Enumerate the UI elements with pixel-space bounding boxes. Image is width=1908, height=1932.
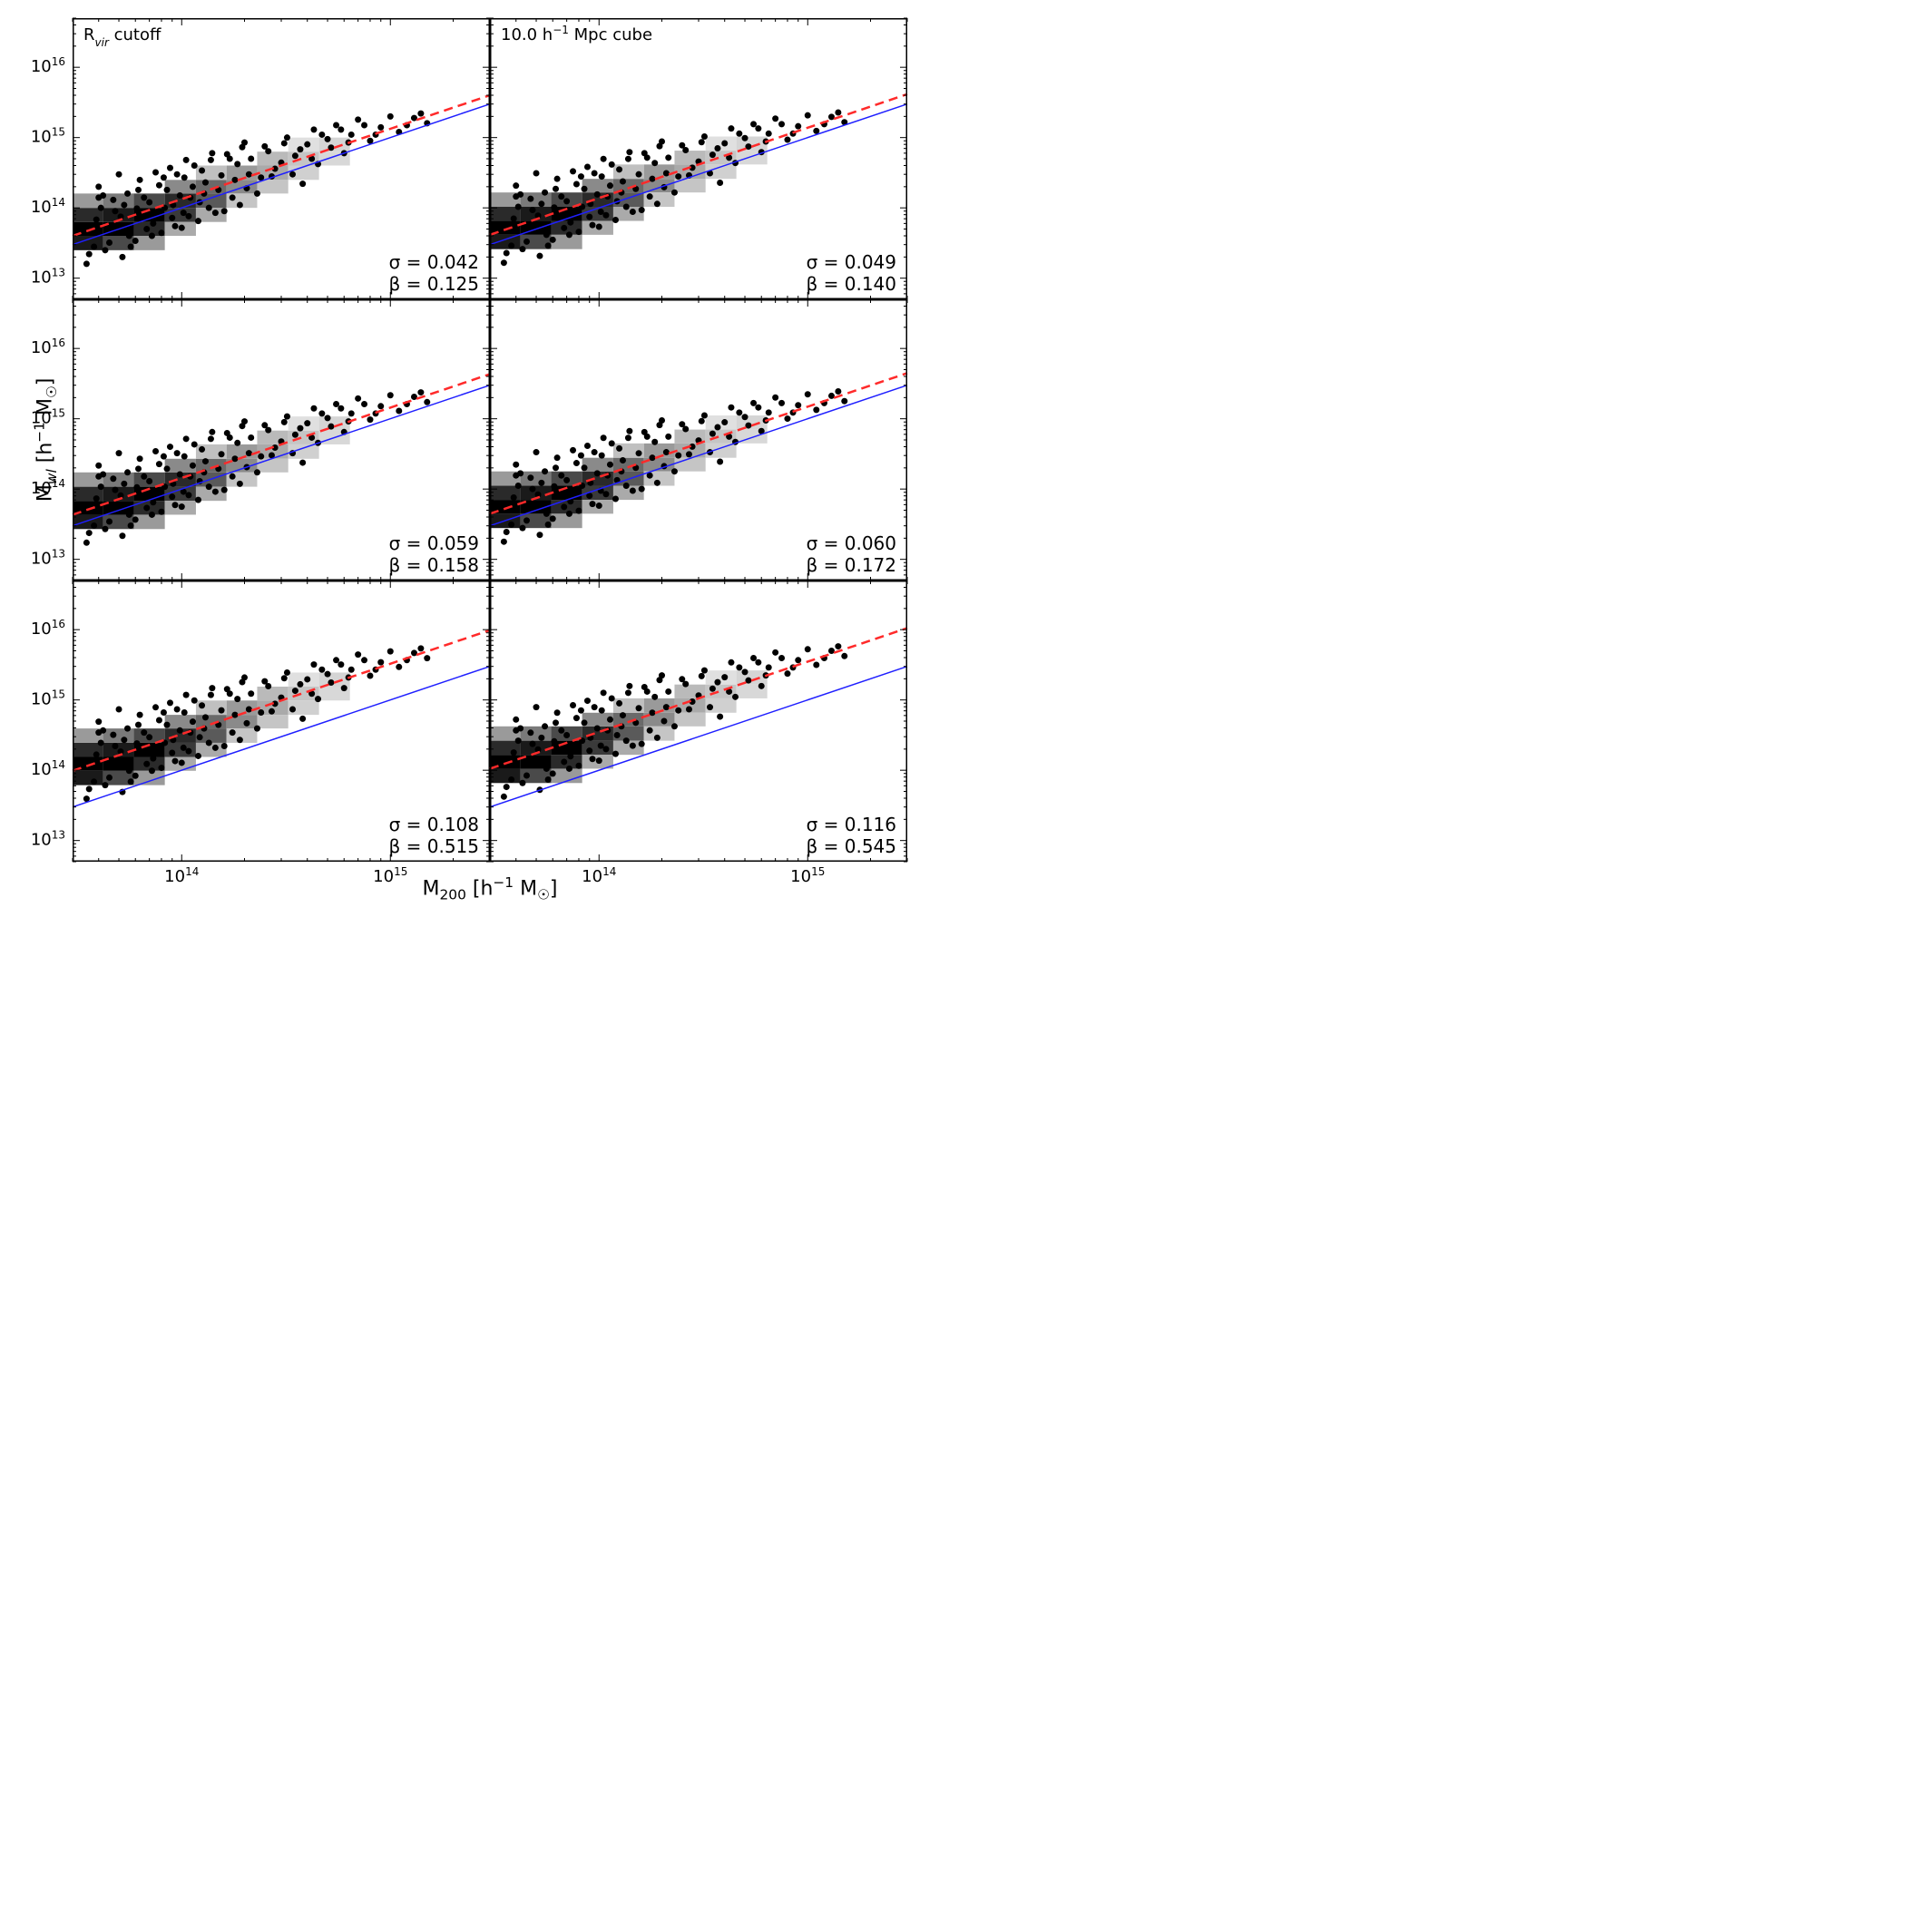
panel-0-0: 1013101410151016Rvir cutoffσ = 0.042β = … bbox=[73, 18, 490, 299]
panel-2-1-svg: 10141015σ = 0.116β = 0.545 bbox=[490, 581, 907, 862]
beta-annotation: β = 0.125 bbox=[389, 273, 480, 295]
sigma-annotation: σ = 0.059 bbox=[389, 532, 479, 554]
panel-1-0-svg: 1013101410151016σ = 0.059β = 0.158 bbox=[73, 299, 490, 581]
panel-1-0: 1013101410151016σ = 0.059β = 0.158 bbox=[73, 299, 490, 581]
panel-1-1: σ = 0.060β = 0.172 bbox=[490, 299, 907, 581]
beta-annotation: β = 0.140 bbox=[807, 273, 897, 295]
panel-0-1: 10.0 h−1 Mpc cube σ = 0.049β = 0.140 bbox=[490, 18, 907, 299]
beta-annotation: β = 0.172 bbox=[807, 554, 897, 576]
figure-grid: Mwl [h−1 M☉] 1013101410151016Rvir cutoff… bbox=[18, 18, 907, 916]
sigma-annotation: σ = 0.108 bbox=[389, 814, 479, 835]
panel-0-1-svg: 10.0 h−1 Mpc cube σ = 0.049β = 0.140 bbox=[490, 18, 907, 299]
x-axis-label: M200 [h−1 M☉] bbox=[423, 874, 558, 903]
panel-0-0-svg: 1013101410151016Rvir cutoffσ = 0.042β = … bbox=[73, 18, 490, 299]
panel-2-0: 101410151013101410151016σ = 0.108β = 0.5… bbox=[73, 581, 490, 862]
panel-2-0-svg: 101410151013101410151016σ = 0.108β = 0.5… bbox=[73, 581, 490, 862]
panel-title: 10.0 h−1 Mpc cube bbox=[501, 24, 652, 44]
beta-annotation: β = 0.515 bbox=[389, 835, 480, 857]
sigma-annotation: σ = 0.042 bbox=[389, 251, 479, 273]
panel-2-1: 10141015σ = 0.116β = 0.545 bbox=[490, 581, 907, 862]
beta-annotation: β = 0.158 bbox=[389, 554, 480, 576]
sigma-annotation: σ = 0.049 bbox=[807, 251, 896, 273]
panel-1-1-svg: σ = 0.060β = 0.172 bbox=[490, 299, 907, 581]
sigma-annotation: σ = 0.116 bbox=[807, 814, 896, 835]
sigma-annotation: σ = 0.060 bbox=[807, 532, 896, 554]
beta-annotation: β = 0.545 bbox=[807, 835, 897, 857]
